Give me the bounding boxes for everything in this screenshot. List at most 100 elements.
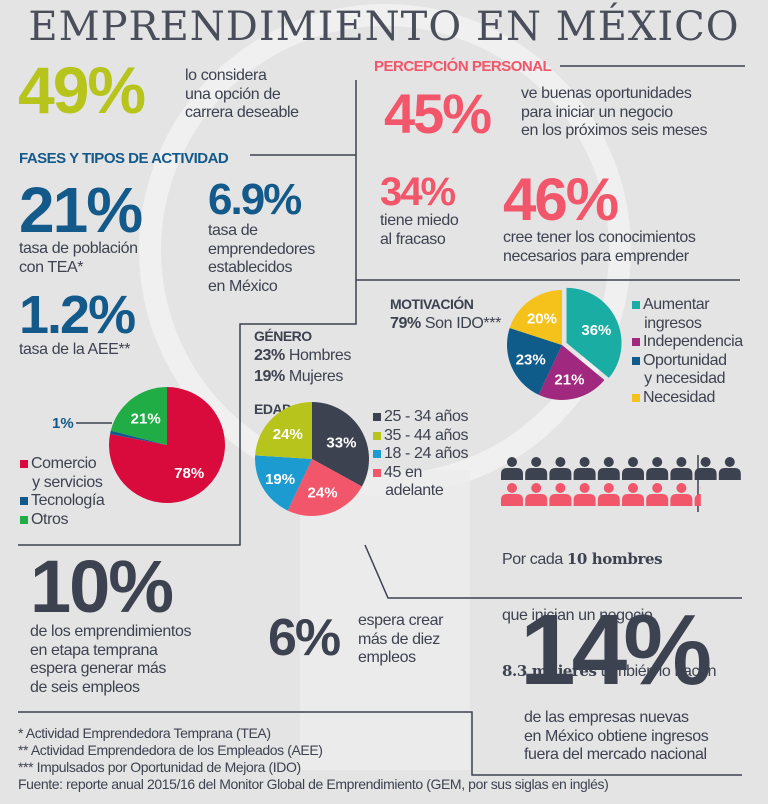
age-45-plus-slice [287, 459, 362, 516]
people-line2: que inician un negocio, [502, 606, 657, 624]
legend-swatch [632, 338, 640, 346]
legend-label: Tecnología [31, 492, 105, 509]
motiv-oportunidad-label: 23% [516, 352, 546, 369]
gender-women: 19% Mujeres [254, 368, 343, 387]
men-label: Hombres [288, 347, 352, 364]
man-icon [646, 457, 669, 480]
legend-swatch [373, 450, 381, 458]
footnotes: * Actividad Emprendedora Temprana (TEA) … [18, 725, 609, 793]
people-text: Por cada 10 hombres que inician un negoc… [502, 513, 716, 700]
gender-men: 23% Hombres [254, 347, 351, 366]
woman-icon [670, 483, 693, 506]
six-jobs-text: de los emprendimientos en etapa temprana… [30, 623, 192, 696]
women-value: 19% [254, 368, 285, 385]
age-18-24-label: 19% [265, 471, 295, 488]
legend-swatch [632, 356, 640, 365]
motiv-oportunidad-legend-item: Oportunidad y necesidad [632, 352, 743, 389]
established-value: 6.9% [208, 175, 302, 224]
woman-icon [622, 483, 644, 506]
woman-icon [694, 486, 701, 506]
opportunities-value: 45% [384, 82, 492, 145]
sector-otros-legend-item: Otros [20, 511, 104, 530]
motivation-legend: Aumentar ingresos Independencia Oportunida… [632, 296, 743, 407]
legend-label: 45 en adelante [384, 463, 444, 500]
tea-text: tasa de población con TEA* [19, 240, 138, 276]
sector-tecnologia-legend-item: Tecnología [20, 492, 105, 511]
people-women-count: 8.3 mujeres [502, 662, 597, 680]
motiv-independencia-label: 21% [554, 371, 584, 388]
foreign-income-text: de las empresas nuevas en México obtiene… [524, 709, 709, 763]
legend-label: Aumentar ingresos [643, 296, 710, 332]
sector-otros-slice [110, 387, 167, 445]
page-title: EMPRENDIMIENTO EN MÉXICO [28, 4, 740, 50]
legend-swatch [632, 301, 640, 309]
sector-otros-label: 21% [131, 411, 161, 428]
motiv-necesidad-slice [509, 290, 562, 345]
legend-swatch [20, 515, 28, 524]
sector-comercio-legend-item: Comercio y servicios [20, 455, 104, 492]
age-25-34-legend-item: 25 - 34 años [373, 408, 469, 427]
age-legend: 25 - 34 años 35 - 44 años 18 - 24 años 45 e… [373, 408, 469, 501]
ten-jobs-value: 6% [268, 609, 341, 667]
fear-value: 34% [380, 170, 456, 214]
motiv-independencia-legend-item: Independencia [632, 333, 743, 352]
motiv-independencia-slice [538, 345, 605, 401]
footnote-tea: * Actividad Emprendedora Temprana (TEA) [18, 725, 271, 741]
woman-icon [597, 483, 620, 506]
legend-label: Independencia [643, 333, 743, 350]
men-value: 23% [254, 347, 285, 364]
man-icon [670, 457, 693, 480]
sector-tecnologia-slice [110, 430, 167, 445]
man-icon [501, 457, 523, 480]
people-men-count: 10 hombres [566, 550, 663, 568]
man-icon [549, 457, 572, 480]
age-45-plus-label: 24% [308, 485, 338, 502]
ido-value: 79% [390, 315, 421, 332]
legend-label: Oportunidad y necesidad [643, 351, 727, 388]
age-35-44-slice [255, 402, 312, 459]
age-25-34-label: 33% [326, 435, 356, 452]
motiv-aumentar-slice [566, 287, 622, 378]
phases-heading: FASES Y TIPOS DE ACTIVIDAD [19, 150, 229, 167]
woman-icon [525, 483, 548, 506]
woman-icon [646, 483, 669, 506]
sector-comercio-label: 78% [174, 465, 204, 482]
knowledge-text: cree tener los conocimientos necesarios … [503, 229, 696, 265]
footnote-ido: *** Impulsados por Oportunidad de Mejora… [18, 759, 301, 775]
fear-text: tiene miedo al fracaso [380, 212, 459, 248]
man-icon [622, 457, 644, 480]
motivation-ido: 79% Son IDO*** [390, 315, 501, 334]
legend-swatch [373, 413, 381, 421]
age-35-44-label: 24% [273, 426, 303, 443]
people-line1-pre: Por cada [502, 551, 567, 568]
footnote-source: Fuente: reporte anual 2015/16 del Monito… [18, 776, 609, 792]
sector-legend: Comercio y servicios Tecnología Otros [20, 455, 105, 530]
age-35-44-legend-item: 35 - 44 años [373, 426, 469, 446]
legend-label: Necesidad [643, 388, 716, 406]
footnote-aee: ** Actividad Emprendedora de los Emplead… [18, 742, 323, 758]
legend-label: Otros [31, 510, 69, 528]
gender-heading: GÉNERO [254, 328, 312, 344]
six-jobs-value: 10% [30, 545, 174, 628]
perception-heading: PERCEPCIÓN PERSONAL [374, 58, 552, 75]
motiv-necesidad-legend-item: Necesidad [632, 389, 743, 408]
woman-icon [501, 483, 523, 506]
established-text: tasa de emprendedores establecidos en Mé… [208, 222, 315, 295]
sector-comercio-slice [108, 387, 225, 503]
career-text: lo considera una opción de carrera desea… [185, 67, 299, 121]
legend-swatch [373, 468, 381, 477]
man-icon [718, 457, 741, 480]
man-icon [573, 457, 596, 480]
man-icon [694, 457, 717, 480]
motiv-aumentar-legend-item: Aumentar ingresos [632, 296, 743, 333]
legend-swatch [632, 393, 640, 402]
legend-label: 25 - 34 años [384, 408, 469, 425]
age-25-34-slice [312, 402, 370, 487]
aee-text: tasa de la AEE** [19, 341, 131, 358]
legend-label: 35 - 44 años [384, 426, 469, 444]
aee-value: 1.2% [19, 285, 136, 345]
ido-label: Son IDO*** [424, 315, 501, 332]
legend-swatch [373, 431, 381, 440]
